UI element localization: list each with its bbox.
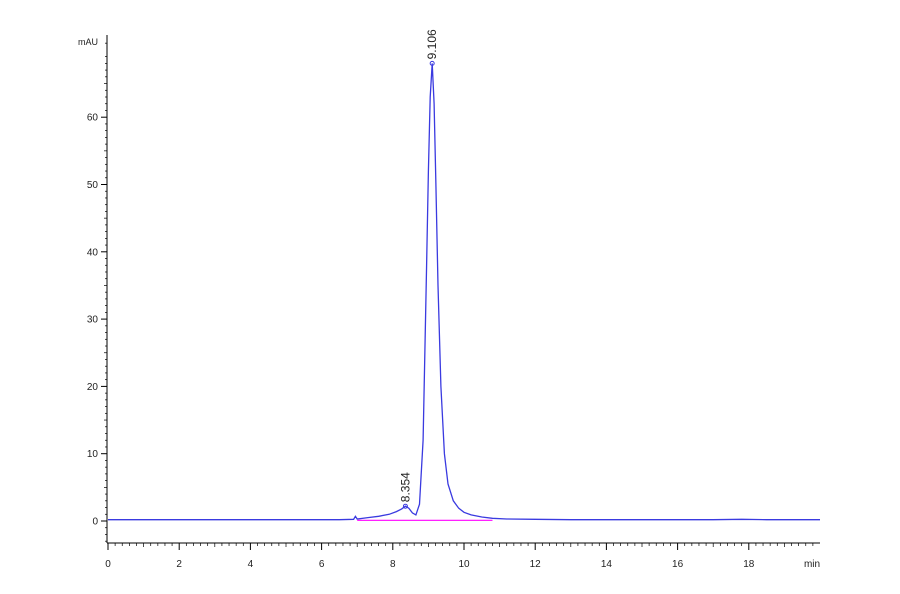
y-tick-label: 40 (87, 247, 99, 258)
y-axis-unit-label: mAU (78, 37, 98, 47)
x-tick-label: 8 (390, 559, 396, 570)
x-tick-label: 10 (458, 559, 470, 570)
x-tick-label: 18 (743, 559, 755, 570)
chromatogram-trace (108, 63, 820, 521)
peak-retention-label: 8.354 (398, 472, 412, 502)
y-tick-label: 10 (87, 449, 99, 460)
peak-labels: 8.354 9.106 (398, 29, 439, 509)
y-tick-label: 20 (87, 382, 99, 393)
x-tick-label: 12 (530, 559, 542, 570)
peak-apex-marker (429, 60, 435, 66)
y-tick-label: 50 (87, 180, 99, 191)
y-axis-ticks: 0 10 20 30 40 50 60 (87, 42, 107, 542)
x-tick-label: 4 (248, 559, 254, 570)
x-tick-label: 14 (601, 559, 613, 570)
x-axis-ticks: 0 2 4 6 8 10 12 14 16 18 (105, 543, 814, 570)
x-tick-label: 16 (672, 559, 684, 570)
x-tick-label: 2 (176, 559, 182, 570)
peak-apex-marker (402, 503, 408, 509)
peak-retention-label: 9.106 (425, 29, 439, 59)
y-tick-label: 0 (92, 517, 98, 528)
x-tick-label: 0 (105, 559, 111, 570)
x-tick-label: 6 (319, 559, 325, 570)
x-axis-unit-label: min (804, 559, 820, 570)
y-tick-label: 30 (87, 315, 99, 326)
y-tick-label: 60 (87, 113, 99, 124)
